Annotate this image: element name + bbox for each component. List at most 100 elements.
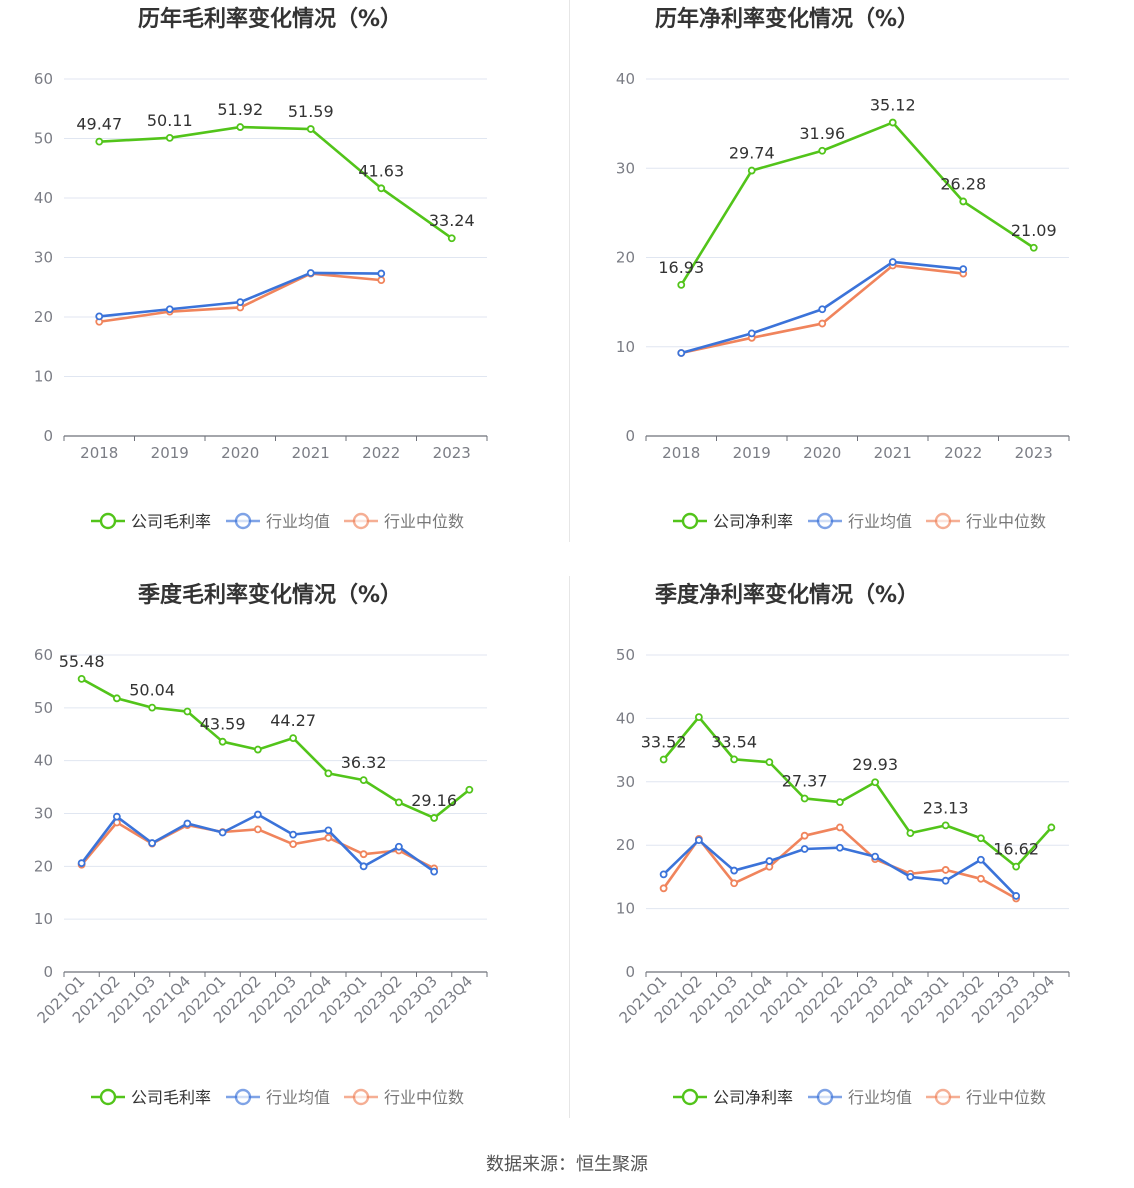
- data-point-company[interactable]: [694, 713, 703, 722]
- data-point-avg[interactable]: [289, 830, 298, 839]
- data-point-company[interactable]: [1029, 243, 1038, 252]
- data-point-company[interactable]: [253, 745, 262, 754]
- y-tick-label: 30: [34, 805, 53, 823]
- data-point-company[interactable]: [465, 785, 474, 794]
- data-point-company[interactable]: [871, 778, 880, 787]
- data-point-company[interactable]: [941, 821, 950, 830]
- data-point-avg[interactable]: [800, 845, 809, 853]
- data-point-avg[interactable]: [694, 836, 703, 845]
- data-point-company[interactable]: [236, 123, 245, 131]
- data-point-company[interactable]: [447, 234, 456, 243]
- data-point-company[interactable]: [359, 776, 368, 785]
- data-point-company[interactable]: [888, 118, 897, 127]
- legend-item-company[interactable]: 公司净利率: [673, 1088, 793, 1107]
- data-point-company[interactable]: [677, 280, 686, 289]
- data-point-avg[interactable]: [394, 842, 403, 851]
- data-point-avg[interactable]: [730, 866, 739, 875]
- data-point-avg[interactable]: [377, 269, 386, 278]
- data-point-company[interactable]: [1012, 862, 1021, 871]
- data-point-median[interactable]: [253, 825, 262, 834]
- data-point-avg[interactable]: [218, 828, 227, 837]
- data-point-avg[interactable]: [430, 867, 439, 876]
- data-point-company[interactable]: [730, 755, 739, 764]
- data-point-median[interactable]: [730, 879, 739, 888]
- data-point-avg[interactable]: [236, 298, 245, 307]
- data-point-avg[interactable]: [77, 859, 86, 868]
- data-point-avg[interactable]: [1012, 892, 1021, 900]
- data-point-avg[interactable]: [253, 810, 262, 819]
- data-point-avg[interactable]: [148, 839, 157, 847]
- data-point-avg[interactable]: [324, 826, 333, 835]
- data-point-company[interactable]: [959, 197, 968, 206]
- legend-item-company[interactable]: 公司净利率: [673, 512, 793, 531]
- data-point-avg[interactable]: [747, 329, 756, 338]
- data-point-company[interactable]: [112, 694, 121, 703]
- data-point-company[interactable]: [906, 829, 915, 838]
- data-point-company[interactable]: [183, 707, 192, 716]
- data-point-median[interactable]: [800, 831, 809, 840]
- data-point-median[interactable]: [976, 874, 985, 883]
- data-point-avg[interactable]: [835, 843, 844, 852]
- data-point-avg[interactable]: [112, 812, 121, 821]
- data-point-avg[interactable]: [306, 269, 315, 277]
- data-point-company[interactable]: [394, 798, 403, 807]
- data-point-avg[interactable]: [871, 852, 880, 861]
- data-point-median[interactable]: [324, 833, 333, 842]
- legend-item-median[interactable]: 行业中位数: [344, 1088, 464, 1107]
- legend-item-avg[interactable]: 行业均值: [808, 512, 912, 531]
- data-point-avg[interactable]: [818, 305, 827, 314]
- legend-item-company[interactable]: 公司毛利率: [91, 1088, 211, 1107]
- data-point-avg[interactable]: [888, 258, 897, 266]
- legend-item-avg[interactable]: 行业均值: [808, 1088, 912, 1107]
- legend-item-avg[interactable]: 行业均值: [226, 1088, 330, 1107]
- legend-label: 行业中位数: [384, 1088, 464, 1107]
- legend-item-median[interactable]: 行业中位数: [926, 512, 1046, 531]
- data-point-median[interactable]: [659, 884, 668, 893]
- data-point-company[interactable]: [377, 184, 386, 193]
- data-point-company[interactable]: [976, 834, 985, 843]
- chart-title: 历年毛利率变化情况（%）: [138, 6, 402, 32]
- data-point-company[interactable]: [95, 137, 104, 146]
- data-point-company[interactable]: [218, 737, 227, 746]
- data-point-median[interactable]: [941, 866, 950, 874]
- data-point-company[interactable]: [659, 755, 668, 764]
- data-point-company[interactable]: [77, 674, 86, 683]
- data-point-avg[interactable]: [359, 862, 368, 871]
- x-tick-label: 2022: [362, 444, 400, 462]
- data-point-avg[interactable]: [677, 349, 686, 357]
- data-point-median[interactable]: [377, 276, 386, 285]
- data-point-median[interactable]: [289, 840, 298, 849]
- annual-gross-margin-panel: 历年毛利率变化情况（%） 0 10 20 30 40 50 60 2018 2019 2020 202…: [0, 0, 567, 575]
- data-point-company[interactable]: [306, 125, 315, 133]
- data-point-avg[interactable]: [959, 265, 968, 274]
- legend-item-avg[interactable]: 行业均值: [226, 512, 330, 531]
- quarterly-gross-margin-panel: 季度毛利率变化情况（%） 0 10 20 30 40 50 60 2021Q1 2021Q2 202…: [0, 576, 567, 1151]
- data-point-median[interactable]: [818, 319, 827, 328]
- data-point-avg[interactable]: [183, 819, 192, 828]
- data-point-company[interactable]: [835, 798, 844, 806]
- panel-divider-bottom: [569, 576, 570, 1118]
- data-point-avg[interactable]: [976, 855, 985, 864]
- legend-item-company[interactable]: 公司毛利率: [91, 512, 211, 531]
- data-point-median[interactable]: [835, 823, 844, 832]
- data-point-company[interactable]: [1047, 823, 1056, 832]
- data-point-avg[interactable]: [95, 312, 104, 321]
- legend-item-median[interactable]: 行业中位数: [344, 512, 464, 531]
- data-point-avg[interactable]: [941, 876, 950, 885]
- data-point-median[interactable]: [359, 850, 368, 859]
- data-point-company[interactable]: [165, 133, 174, 142]
- data-point-avg[interactable]: [165, 305, 174, 314]
- data-point-company[interactable]: [289, 734, 298, 743]
- data-point-company[interactable]: [747, 166, 756, 175]
- legend-label: 行业均值: [266, 512, 330, 531]
- data-point-company[interactable]: [765, 758, 774, 767]
- data-point-avg[interactable]: [659, 870, 668, 879]
- data-point-company[interactable]: [430, 814, 439, 822]
- legend-item-median[interactable]: 行业中位数: [926, 1088, 1046, 1107]
- data-point-avg[interactable]: [765, 857, 774, 865]
- data-point-avg[interactable]: [906, 872, 915, 881]
- data-point-company[interactable]: [324, 769, 333, 778]
- data-point-company[interactable]: [148, 703, 157, 712]
- data-point-company[interactable]: [818, 146, 827, 155]
- data-point-company[interactable]: [800, 794, 809, 803]
